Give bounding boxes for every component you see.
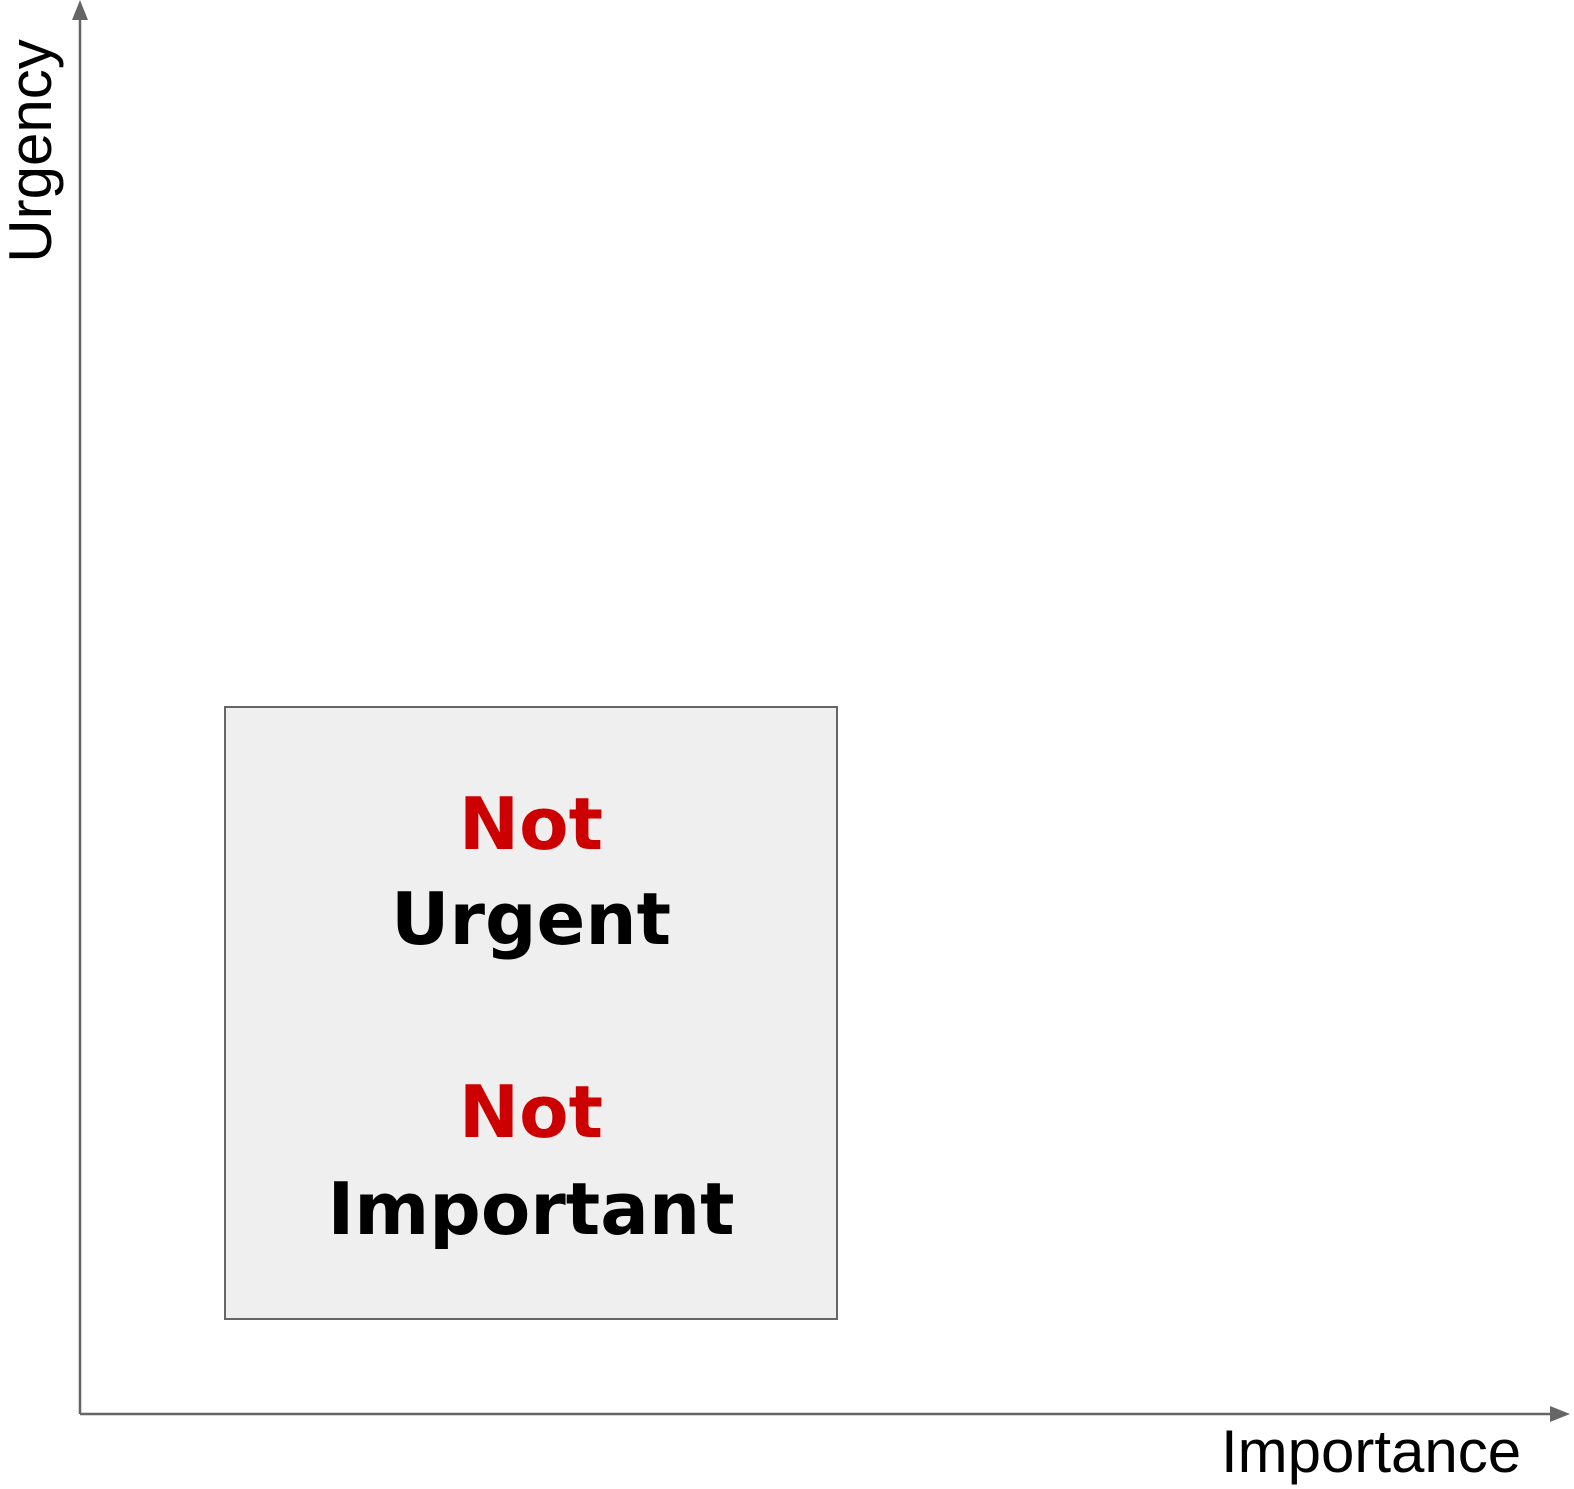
x-axis-arrow-icon [1550,1406,1570,1422]
urgency-label: Urgent [390,877,672,961]
quadrant-box: Not Urgent Not Important [224,706,838,1320]
importance-qualifier: Not [458,1070,604,1154]
urgency-qualifier: Not [458,782,604,866]
importance-label: Important [327,1167,735,1251]
x-axis-label: Importance [1221,1418,1522,1485]
y-axis-label: Urgency [0,39,64,263]
y-axis-arrow-icon [72,0,88,20]
